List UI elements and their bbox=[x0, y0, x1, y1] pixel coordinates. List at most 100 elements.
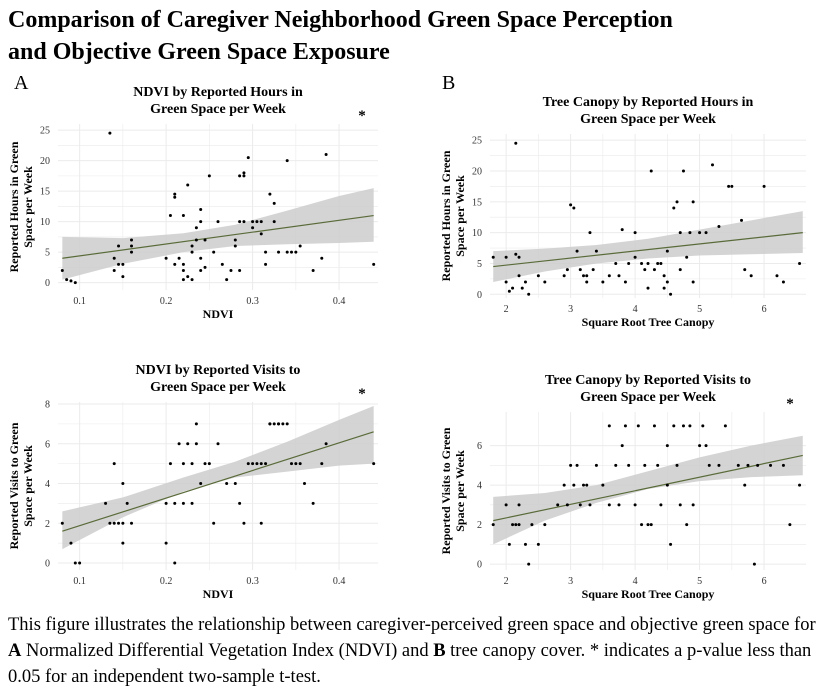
scatter-plot-svg: Tree Canopy by Reported Visits to Green S… bbox=[439, 373, 806, 601]
data-point bbox=[656, 261, 660, 265]
data-point bbox=[73, 281, 77, 285]
x-tick-label: 4 bbox=[633, 576, 638, 587]
data-point bbox=[294, 250, 298, 254]
caption-text-3: tree canopy cover. * indicates a p-value… bbox=[8, 641, 812, 687]
data-point bbox=[672, 206, 676, 210]
data-point bbox=[504, 503, 508, 507]
data-point bbox=[665, 249, 669, 253]
confidence-band bbox=[493, 435, 803, 545]
data-point bbox=[121, 262, 125, 266]
data-point bbox=[565, 503, 569, 507]
x-axis-label: Square Root Tree Canopy bbox=[582, 587, 715, 601]
x-tick-label: 6 bbox=[762, 304, 767, 315]
data-point bbox=[259, 232, 263, 236]
y-tick-label: 5 bbox=[477, 259, 482, 270]
data-point bbox=[302, 482, 306, 486]
data-point bbox=[233, 244, 237, 248]
x-tick-label: 0.2 bbox=[160, 296, 173, 307]
data-point bbox=[752, 562, 756, 566]
data-point bbox=[527, 562, 531, 566]
data-point bbox=[575, 249, 579, 253]
data-point bbox=[681, 424, 685, 428]
data-point bbox=[268, 192, 272, 196]
x-axis-label: NDVI bbox=[203, 307, 234, 321]
data-point bbox=[168, 462, 172, 466]
data-point bbox=[562, 274, 566, 278]
data-point bbox=[233, 482, 237, 486]
chart-ndvi-visits: NDVI by Reported Visits to Green Space pe… bbox=[0, 358, 400, 608]
data-point bbox=[562, 483, 566, 487]
data-point bbox=[298, 244, 302, 248]
grid bbox=[490, 412, 806, 570]
data-point bbox=[691, 280, 695, 284]
data-point bbox=[264, 250, 268, 254]
data-point bbox=[517, 255, 521, 259]
y-tick-label: 2 bbox=[477, 520, 482, 531]
data-point bbox=[117, 262, 121, 266]
y-tick-label: 6 bbox=[477, 441, 482, 452]
data-point bbox=[717, 463, 721, 467]
y-tick-label: 0 bbox=[477, 560, 482, 571]
data-point bbox=[285, 422, 289, 426]
grid bbox=[490, 134, 806, 298]
data-point bbox=[194, 442, 198, 446]
y-tick-label: 20 bbox=[40, 156, 50, 167]
y-axis-label-line-2: Space per Week bbox=[453, 175, 467, 257]
scatter-plot-svg: NDVI by Reported Visits to Green Space pe… bbox=[7, 363, 378, 601]
data-point bbox=[372, 462, 376, 466]
panel-label-a: A bbox=[14, 72, 29, 94]
data-point bbox=[324, 153, 328, 157]
data-point bbox=[272, 201, 276, 205]
figure-title: Comparison of Caregiver Neighborhood Gre… bbox=[8, 4, 820, 68]
data-point bbox=[259, 220, 263, 224]
data-point bbox=[181, 501, 185, 505]
data-point bbox=[190, 244, 194, 248]
data-point bbox=[575, 463, 579, 467]
data-point bbox=[662, 286, 666, 290]
data-point bbox=[194, 226, 198, 230]
data-point bbox=[246, 462, 250, 466]
data-point bbox=[173, 561, 177, 565]
data-point bbox=[601, 483, 605, 487]
data-point bbox=[259, 462, 263, 466]
data-point bbox=[652, 268, 656, 272]
data-point bbox=[216, 220, 220, 224]
data-point bbox=[121, 482, 125, 486]
data-point bbox=[212, 250, 216, 254]
data-point bbox=[591, 268, 595, 272]
y-tick-label: 0 bbox=[45, 278, 50, 289]
data-point bbox=[199, 268, 203, 272]
data-point bbox=[130, 250, 134, 254]
data-point bbox=[181, 214, 185, 218]
data-point bbox=[203, 265, 207, 269]
data-point bbox=[623, 280, 627, 284]
data-point bbox=[646, 286, 650, 290]
data-point bbox=[491, 255, 495, 259]
y-tick-label: 6 bbox=[45, 439, 50, 450]
data-point bbox=[225, 278, 229, 282]
data-point bbox=[643, 268, 647, 272]
data-point bbox=[181, 262, 185, 266]
data-points bbox=[491, 424, 802, 566]
data-point bbox=[691, 200, 695, 204]
data-point bbox=[527, 292, 531, 296]
data-point bbox=[762, 184, 766, 188]
x-tick-label: 3 bbox=[568, 304, 573, 315]
data-point bbox=[743, 268, 747, 272]
data-point bbox=[572, 206, 576, 210]
y-axis-label-line-1: Reported Visits to Green bbox=[7, 422, 21, 549]
data-point bbox=[207, 174, 211, 178]
y-tick-label: 10 bbox=[40, 217, 50, 228]
data-point bbox=[691, 503, 695, 507]
data-point bbox=[112, 462, 116, 466]
data-point bbox=[633, 503, 637, 507]
data-point bbox=[104, 501, 108, 505]
data-point bbox=[678, 503, 682, 507]
data-point bbox=[272, 422, 276, 426]
data-point bbox=[69, 541, 73, 545]
y-tick-label: 8 bbox=[45, 399, 50, 410]
data-point bbox=[649, 523, 653, 527]
data-point bbox=[640, 261, 644, 265]
data-point bbox=[242, 521, 246, 525]
data-point bbox=[173, 192, 177, 196]
